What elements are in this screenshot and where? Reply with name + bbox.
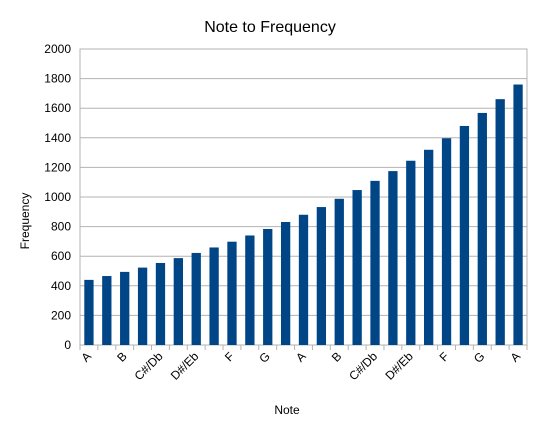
y-tick-label: 1800 — [44, 72, 71, 86]
bar — [120, 271, 130, 345]
bar — [209, 247, 219, 345]
bar — [370, 180, 380, 345]
x-tick-label: G — [471, 349, 488, 366]
y-tick-label: 800 — [51, 220, 71, 234]
x-tick-labels: A B C#/Db D#/Eb F G A B C#/Db D#/Eb F G A — [78, 349, 523, 383]
chart-title: Note to Frequency — [204, 19, 336, 36]
bar — [495, 99, 505, 345]
bar — [459, 125, 470, 346]
bar — [191, 252, 201, 345]
x-tick-label: D#/Eb — [382, 349, 416, 383]
x-tick-label: A — [78, 349, 94, 365]
x-tick-label: B — [114, 349, 130, 365]
x-tick-label: D#/Eb — [168, 349, 202, 383]
x-tick-label: C#/Db — [346, 349, 380, 383]
y-tick-label: 1000 — [44, 190, 71, 204]
bar — [280, 222, 291, 345]
y-axis-label: Frequency — [18, 193, 32, 250]
x-axis-label: Note — [274, 403, 300, 417]
x-tick-label: G — [256, 349, 273, 366]
bar — [102, 276, 112, 345]
y-tick-label: 0 — [64, 338, 71, 352]
bar — [155, 263, 166, 345]
x-tick-label: A — [508, 349, 524, 365]
bars — [84, 84, 523, 346]
y-tick-label: 600 — [51, 249, 71, 263]
bar — [84, 279, 94, 345]
x-tick-label: F — [222, 349, 237, 364]
y-tick-label: 2000 — [44, 42, 71, 56]
bar — [441, 138, 452, 345]
x-tick-label: C#/Db — [132, 349, 166, 383]
x-tick-label: F — [437, 349, 452, 364]
y-tick-label: 400 — [51, 279, 71, 293]
bar — [513, 84, 523, 346]
bar — [477, 112, 487, 345]
bar — [406, 160, 416, 345]
bar — [424, 149, 434, 345]
bar — [316, 207, 327, 345]
bar — [298, 214, 309, 345]
bar — [173, 258, 183, 345]
y-tick-label: 1200 — [44, 160, 71, 174]
y-tick-labels: 0 200 400 600 800 1000 1200 1400 1600 1800 2000 — [44, 42, 71, 352]
y-tick-label: 200 — [51, 308, 71, 322]
bar — [245, 235, 255, 345]
y-tick-label: 1600 — [44, 101, 71, 115]
x-tick-label: A — [293, 349, 309, 365]
bar — [388, 171, 398, 345]
y-tick-label: 1400 — [44, 131, 71, 145]
bar — [263, 228, 273, 345]
bar — [227, 241, 237, 345]
bar — [334, 198, 344, 345]
bar — [352, 190, 362, 345]
x-tick-label: B — [329, 349, 345, 365]
bar — [137, 267, 148, 345]
